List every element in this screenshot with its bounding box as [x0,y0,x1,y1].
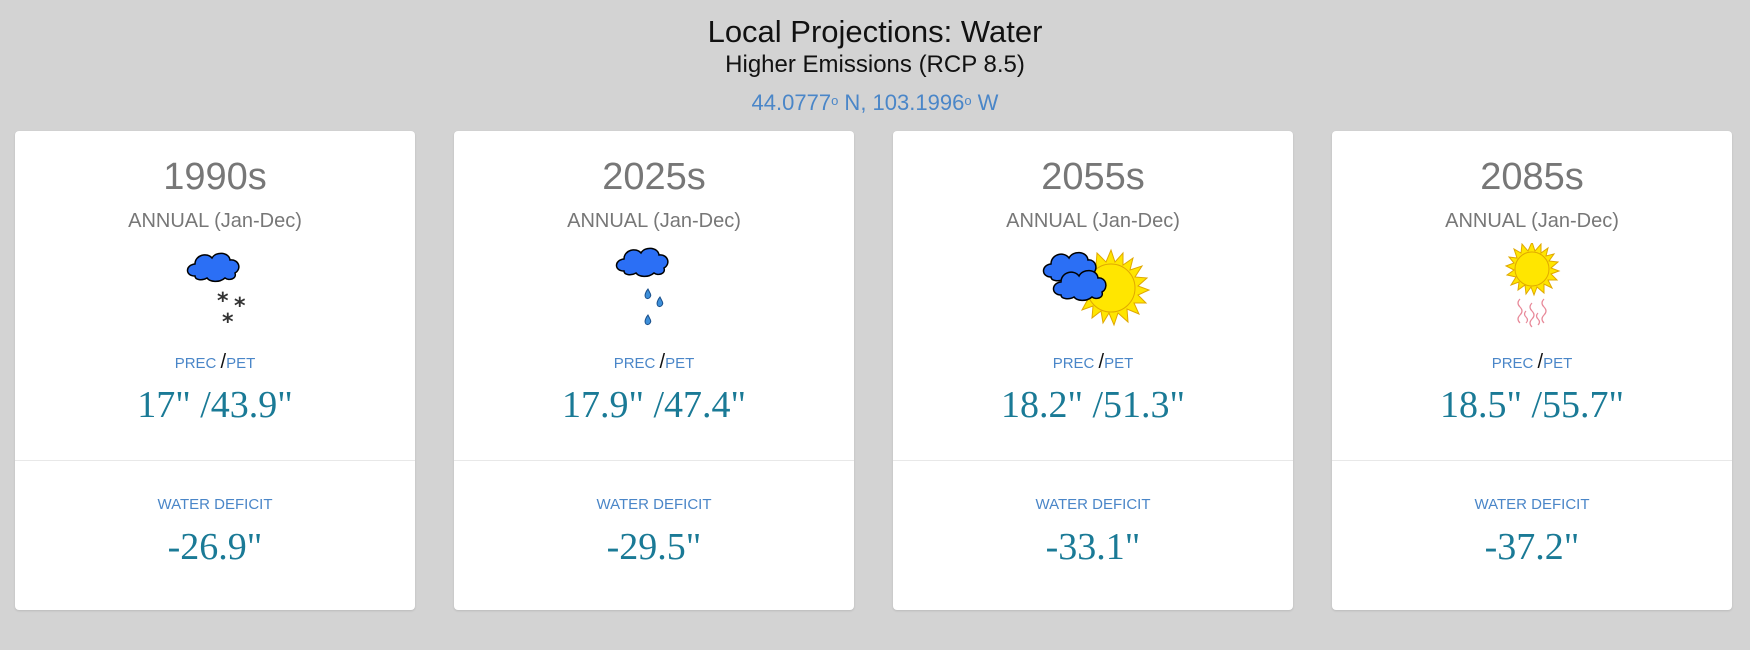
longitude-degree: o [964,93,972,108]
latitude-value: 44.0777 [751,90,832,115]
page-title: Local Projections: Water [707,14,1043,49]
prec-pet-values: 18.2" /51.3" [1000,384,1186,426]
season-label: ANNUAL (Jan-Dec) [128,210,302,232]
prec-pet-labels: PREC /PET [15,352,415,374]
water-deficit-label: WATER DEFICIT [157,496,273,513]
period-title: 2055s [1041,156,1145,198]
prec-pet-values: 18.5" /55.7" [1439,384,1625,426]
projection-card-1990s: 1990s ANNUAL (Jan-Dec) * * * PREC /PET 1… [15,131,415,610]
latitude-degree: o [831,93,839,108]
prec-pet-labels: PREC /PET [1332,352,1732,374]
cloud-rain-icon [594,243,714,343]
pet-label: PET [226,355,256,372]
longitude-value: 103.1996 [872,90,965,115]
period-title: 1990s [163,156,267,198]
water-deficit-value: -37.2" [1484,526,1580,568]
svg-text:*: * [234,294,246,319]
prec-label: PREC [1491,355,1534,372]
label-separator: / [1537,351,1544,373]
season-label: ANNUAL (Jan-Dec) [1006,210,1180,232]
card-divider [454,460,854,461]
latitude-direction: N, [838,90,873,115]
prec-pet-labels: PREC /PET [893,352,1293,374]
pet-label: PET [665,355,695,372]
water-deficit-label: WATER DEFICIT [1474,496,1590,513]
projection-card-2025s: 2025s ANNUAL (Jan-Dec) PREC /PET 17.9" /… [454,131,854,610]
card-divider [893,460,1293,461]
label-separator: / [659,351,666,373]
pet-label: PET [1104,355,1134,372]
water-deficit-value: -26.9" [167,526,263,568]
prec-pet-values: 17.9" /47.4" [561,384,747,426]
water-deficit-value: -33.1" [1045,526,1141,568]
longitude-direction: W [971,90,999,115]
svg-text:*: * [222,310,234,335]
card-divider [1332,460,1732,461]
prec-label: PREC [613,355,656,372]
water-deficit-label: WATER DEFICIT [1035,496,1151,513]
partly-cloudy-icon [1033,243,1153,343]
season-label: ANNUAL (Jan-Dec) [1445,210,1619,232]
prec-label: PREC [174,355,217,372]
pet-label: PET [1543,355,1573,372]
scenario-subtitle: Higher Emissions (RCP 8.5) [725,51,1025,78]
prec-label: PREC [1052,355,1095,372]
season-label: ANNUAL (Jan-Dec) [567,210,741,232]
sun-heat-icon [1472,240,1592,343]
label-separator: / [220,351,227,373]
projection-card-2055s: 2055s ANNUAL (Jan-Dec) PREC /PET 18.2" /… [893,131,1293,610]
svg-text:*: * [217,289,229,314]
card-divider [15,460,415,461]
water-deficit-value: -29.5" [606,526,702,568]
location-coordinates: 44.0777o N, 103.1996o W [0,88,1750,118]
prec-pet-values: 17" /43.9" [137,384,293,426]
water-deficit-label: WATER DEFICIT [596,496,712,513]
prec-pet-labels: PREC /PET [454,352,854,374]
label-separator: / [1098,351,1105,373]
projection-card-2085s: 2085s ANNUAL (Jan-Dec) PREC /PET 18.5" /… [1332,131,1732,610]
cloud-snow-icon: * * * [155,243,275,343]
period-title: 2025s [602,156,706,198]
period-title: 2085s [1480,156,1584,198]
